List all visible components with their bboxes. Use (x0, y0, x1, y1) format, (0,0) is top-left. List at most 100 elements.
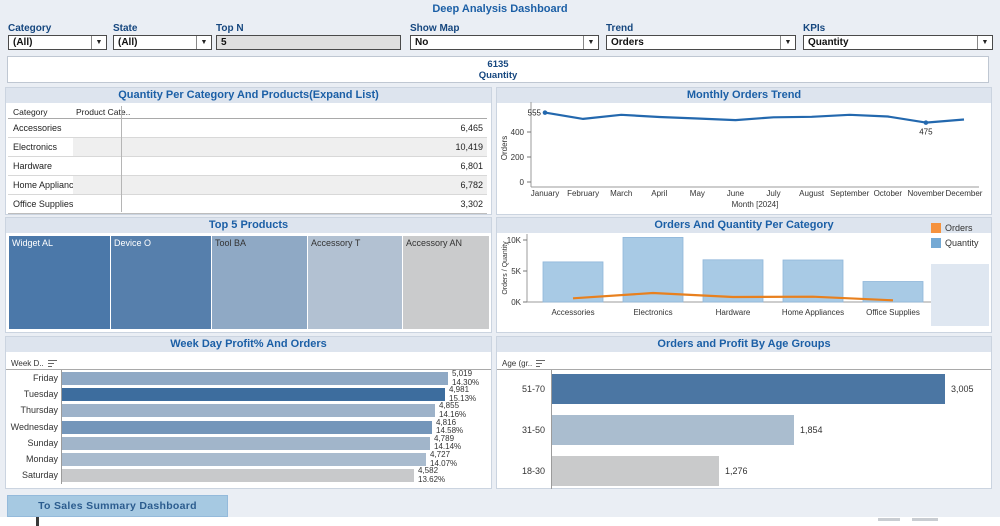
column-header-product-category[interactable]: Product Cate.. (76, 107, 131, 117)
weekday-bar-value: 4,789 14.14% (434, 433, 462, 452)
treemap-tile-accessory-t[interactable]: Accessory T (308, 236, 402, 329)
table-cell-category: Accessories (13, 123, 62, 133)
kpi-banner: 6135 Quantity (7, 56, 989, 83)
table-cell-value: 6,465 (460, 123, 483, 133)
legend-label: Quantity (945, 237, 979, 248)
table-column-divider (121, 106, 122, 212)
table-row[interactable]: Hardware 6,801 (8, 157, 487, 176)
quantity-bar-electronics[interactable] (622, 236, 684, 303)
svg-text:0: 0 (520, 178, 525, 187)
trend-dropdown-value: Orders (611, 37, 644, 48)
table-cell-product-category (73, 138, 121, 156)
filter-label-state: State (113, 23, 138, 34)
panel-title-top-products: Top 5 Products (6, 218, 491, 233)
legend-swatch-icon (931, 222, 941, 233)
quantity-bar-accessories[interactable] (542, 261, 604, 303)
table-cell-category: Home Appliances (13, 180, 84, 190)
weekday-bar-monday[interactable] (62, 453, 426, 466)
filter-kpis: KPIs Quantity ▼ (803, 23, 993, 50)
weekday-category-label: Thursday (20, 405, 58, 416)
age-axis-line (551, 370, 552, 489)
chevron-down-icon[interactable]: ▼ (977, 36, 992, 49)
legend-entry-quantity[interactable]: Quantity (931, 235, 989, 250)
weekday-bar-value: 4,981 15.13% (449, 385, 477, 403)
age-bar-value: 1,854 (800, 425, 823, 435)
weekday-bar-tuesday[interactable] (62, 388, 445, 402)
panel-monthly-trend: Monthly Orders Trend 0 200 400 Orders 555 475… (496, 87, 992, 215)
svg-text:475: 475 (919, 128, 933, 137)
page-title: Deep Analysis Dashboard (432, 3, 568, 15)
weekday-bar-friday[interactable] (62, 372, 448, 385)
chevron-down-icon[interactable]: ▼ (196, 36, 211, 49)
filter-label-trend: Trend (606, 23, 634, 34)
top-products-treemap: Widget AL Device O Tool BA Accessory T Acces… (6, 236, 491, 329)
table-cell-category: Office Supplies (13, 199, 74, 209)
weekday-bar-sunday[interactable] (62, 436, 430, 450)
legend-swatch-icon (931, 237, 941, 248)
legend-entry-orders[interactable]: Orders (931, 220, 989, 235)
category-dropdown[interactable]: (All) ▼ (8, 35, 107, 50)
age-bar-18-30[interactable] (552, 456, 719, 486)
svg-text:400: 400 (511, 128, 525, 137)
treemap-tile-accessory-an[interactable]: Accessory AN (403, 236, 489, 329)
age-category-label: 51-70 (521, 384, 545, 394)
quantity-bar-office-supplies[interactable] (862, 281, 924, 303)
table-row[interactable]: Electronics 10,419 (8, 138, 487, 157)
table-row[interactable]: Home Appliances 6,782 (8, 176, 487, 195)
trend-point-November (923, 120, 929, 125)
watermark-fragment (912, 518, 938, 521)
table-cell-category: Hardware (13, 161, 53, 171)
svg-text:Accessories: Accessories (551, 308, 594, 317)
show-map-dropdown-value: No (415, 37, 429, 48)
sort-icon[interactable] (47, 359, 58, 367)
trend-dropdown[interactable]: Orders ▼ (606, 35, 796, 50)
chevron-down-icon[interactable]: ▼ (91, 36, 106, 49)
svg-text:10K: 10K (507, 236, 522, 245)
svg-text:August: August (799, 189, 825, 198)
age-bar-31-50[interactable] (552, 415, 794, 445)
kpis-dropdown[interactable]: Quantity ▼ (803, 35, 993, 50)
table-cell-product-category (73, 119, 121, 137)
svg-text:Orders: Orders (500, 136, 509, 160)
filter-label-category: Category (8, 23, 52, 34)
treemap-tile-widget-al[interactable]: Widget AL (9, 236, 110, 329)
weekday-category-label: Friday (32, 373, 58, 383)
weekday-bar-wednesday[interactable] (62, 420, 432, 434)
column-header-category[interactable]: Category (13, 107, 48, 117)
svg-text:March: March (610, 189, 632, 198)
weekday-axis-line (61, 370, 62, 484)
age-bar-51-70[interactable] (552, 374, 945, 404)
svg-text:555: 555 (528, 109, 542, 118)
svg-text:April: April (651, 189, 667, 198)
svg-text:September: September (830, 189, 869, 198)
treemap-tile-tool-ba[interactable]: Tool BA (212, 236, 307, 329)
sort-icon[interactable] (536, 359, 546, 367)
age-field-header[interactable]: Age (gr.. (497, 357, 991, 370)
treemap-tile-label: Tool BA (215, 238, 247, 248)
age-field-label: Age (gr.. (502, 358, 533, 368)
svg-text:February: February (567, 189, 599, 198)
quantity-bar-home-appliances[interactable] (782, 259, 844, 303)
panel-weekday: Week Day Profit% And Orders Week D.. Fri… (5, 336, 492, 489)
chevron-down-icon[interactable]: ▼ (780, 36, 795, 49)
legend-label: Orders (945, 222, 973, 233)
weekday-bar-saturday[interactable] (62, 469, 414, 483)
show-map-dropdown[interactable]: No ▼ (410, 35, 599, 50)
chevron-down-icon[interactable]: ▼ (583, 36, 598, 49)
table-row[interactable]: Accessories 6,465 (8, 119, 487, 138)
panel-title-orders-quantity: Orders And Quantity Per Category (497, 218, 991, 233)
weekday-field-header[interactable]: Week D.. (6, 357, 491, 370)
treemap-tile-device-o[interactable]: Device O (111, 236, 211, 329)
age-category-label: 18-30 (521, 466, 545, 476)
svg-text:Month [2024]: Month [2024] (732, 200, 779, 209)
top-n-input[interactable]: 5 (216, 35, 401, 50)
to-sales-summary-button[interactable]: To Sales Summary Dashboard (7, 495, 228, 517)
weekday-bar-thursday[interactable] (62, 404, 435, 418)
state-dropdown[interactable]: (All) ▼ (113, 35, 212, 50)
svg-text:Office Supplies: Office Supplies (866, 308, 920, 317)
weekday-bar-value: 4,582 13.62% (418, 466, 446, 484)
table-row[interactable]: Office Supplies 3,302 (8, 195, 487, 213)
weekday-category-label: Saturday (21, 470, 58, 481)
table-cell-value: 3,302 (460, 199, 483, 209)
svg-text:Home Appliances: Home Appliances (782, 308, 844, 317)
